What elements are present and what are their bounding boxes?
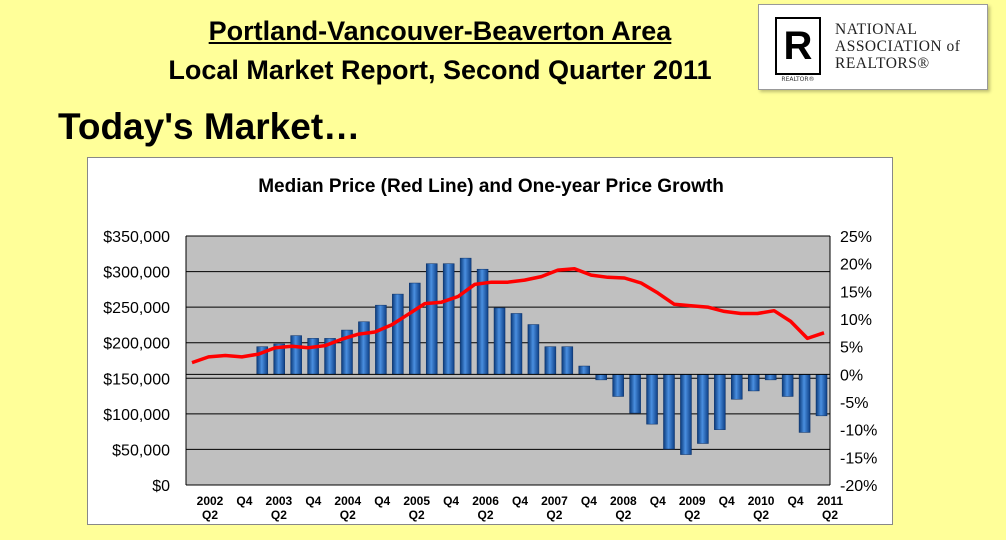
price-growth-bar: [629, 374, 641, 414]
x-tick-label: Q4: [236, 494, 252, 508]
y-left-tick-label: $350,000: [103, 229, 170, 246]
realtor-caption: REALTOR®: [781, 76, 815, 83]
report-title-area: Portland-Vancouver-Beaverton Area: [208, 16, 672, 46]
price-growth-bar: [544, 346, 557, 375]
price-growth-bar: [781, 374, 794, 397]
y-right-tick-label: 5%: [840, 340, 863, 357]
price-growth-bar: [714, 374, 726, 430]
median-price-line: [191, 266, 825, 365]
nar-line-3: REALTORS®: [835, 55, 930, 72]
x-tick-label: 2008: [610, 494, 637, 508]
y-right-tick-label: -5%: [840, 395, 868, 412]
x-tick-sublabel: Q2: [478, 508, 494, 522]
realtor-r-icon: R: [775, 17, 821, 75]
x-tick-label: 2011: [817, 494, 843, 508]
x-tick-sublabel: Q2: [202, 508, 218, 522]
price-growth-bar: [409, 282, 421, 375]
price-growth-bar: [578, 365, 591, 375]
nar-logo: R REALTOR® NATIONAL ASSOCIATION of REALT…: [758, 4, 988, 90]
y-left-tick-label: $150,000: [103, 371, 170, 388]
price-growth-bar: [747, 374, 760, 392]
price-growth-bar: [764, 374, 777, 381]
x-tick-label: Q4: [374, 494, 390, 508]
realtor-r-letter: R: [784, 24, 813, 68]
price-growth-bar: [697, 374, 709, 444]
price-growth-bar: [527, 324, 540, 375]
price-growth-bar: [612, 374, 624, 397]
price-growth-bar: [459, 257, 472, 375]
nar-line-1: NATIONAL: [835, 21, 918, 38]
y-right-tick-label: 20%: [840, 257, 872, 274]
nar-line-2: ASSOCIATION of: [835, 38, 961, 55]
y-right-tick-label: 0%: [840, 367, 863, 384]
x-tick-label: 2003: [266, 494, 293, 508]
y-left-tick-label: $200,000: [103, 336, 170, 353]
x-tick-sublabel: Q2: [753, 508, 769, 522]
price-growth-bar: [663, 374, 675, 450]
price-growth-bar: [442, 263, 455, 375]
x-tick-sublabel: Q2: [546, 508, 562, 522]
x-tick-sublabel: Q2: [271, 508, 287, 522]
x-tick-sublabel: Q2: [340, 508, 356, 522]
x-tick-label: 2009: [679, 494, 706, 508]
chart-svg: $350,000 $300,000 $250,000 $200,000 $150,000…: [103, 229, 877, 522]
y-left-tick-label: $100,000: [103, 407, 170, 424]
x-tick-label: Q4: [512, 494, 528, 508]
x-tick-label: 2005: [403, 494, 430, 508]
price-growth-bar: [561, 346, 574, 375]
y-left-tick-label: $0: [152, 478, 170, 495]
price-growth-bar: [680, 374, 692, 455]
chart-container: Median Price (Red Line) and One-year Pri…: [87, 157, 893, 525]
y-right-tick-label: -15%: [840, 450, 877, 467]
x-tick-label: Q4: [650, 494, 666, 508]
x-tick-label: Q4: [581, 494, 597, 508]
chart-title: Median Price (Red Line) and One-year Pri…: [258, 176, 724, 197]
x-tick-sublabel: Q2: [409, 508, 425, 522]
price-growth-bar: [307, 338, 319, 375]
x-tick-sublabel: Q2: [684, 508, 700, 522]
section-heading: Today's Market…: [58, 106, 361, 147]
price-growth-bar: [731, 374, 743, 400]
price-growth-bar: [510, 313, 523, 375]
price-growth-bar: [815, 374, 828, 417]
x-tick-label: 2010: [748, 494, 775, 508]
price-growth-bar: [493, 307, 506, 375]
x-tick-label: 2002: [197, 494, 224, 508]
price-growth-bar: [646, 374, 658, 425]
y-left-tick-label: $300,000: [103, 265, 170, 282]
nar-wordmark: NATIONAL ASSOCIATION of REALTORS®: [835, 21, 985, 72]
y-left-tick-label: $50,000: [112, 442, 170, 459]
price-growth-bar: [358, 321, 370, 375]
y-left-tick-label: $250,000: [103, 300, 170, 317]
y-right-tick-label: 10%: [840, 312, 872, 329]
x-tick-label: 2006: [472, 494, 499, 508]
x-tick-label: Q4: [443, 494, 459, 508]
x-tick-label: Q4: [788, 494, 804, 508]
price-growth-bar: [290, 335, 302, 375]
y-right-tick-label: 25%: [840, 229, 872, 246]
x-tick-sublabel: Q2: [822, 508, 838, 522]
price-growth-bar: [375, 304, 387, 375]
price-growth-bar: [595, 374, 607, 381]
price-growth-bar: [425, 263, 438, 375]
x-tick-sublabel: Q2: [615, 508, 631, 522]
x-tick-label: 2004: [334, 494, 361, 508]
y-right-tick-label: -10%: [840, 423, 877, 440]
x-tick-label: Q4: [305, 494, 321, 508]
y-right-tick-label: -20%: [840, 478, 877, 495]
report-title-period: Local Market Report, Second Quarter 2011: [168, 55, 712, 85]
x-tick-label: 2007: [541, 494, 568, 508]
y-right-tick-label: 15%: [840, 284, 872, 301]
x-tick-label: Q4: [719, 494, 735, 508]
price-growth-bar: [798, 374, 811, 433]
price-growth-bar: [392, 293, 404, 375]
